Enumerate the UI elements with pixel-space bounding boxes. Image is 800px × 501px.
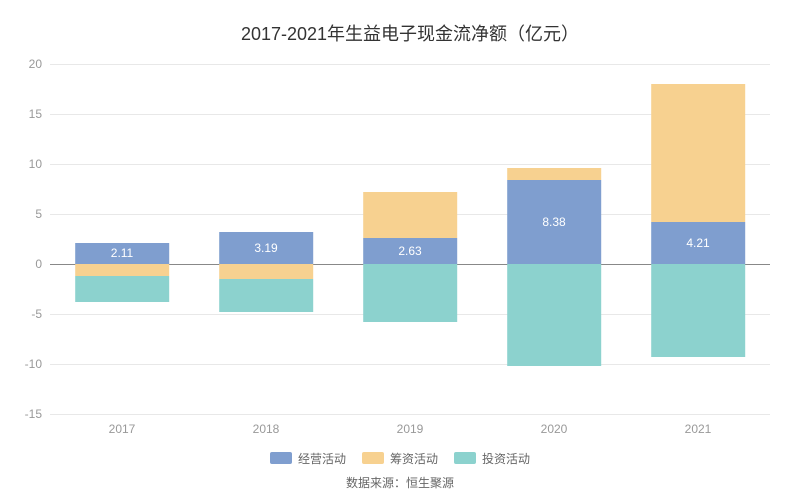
bar-segment-投资活动 xyxy=(75,276,169,302)
y-tick-label: 20 xyxy=(29,57,42,71)
y-tick-label: 15 xyxy=(29,107,42,121)
bar-value-label: 2.63 xyxy=(398,244,421,258)
bar-segment-经营活动: 3.19 xyxy=(219,232,313,264)
y-tick-label: 5 xyxy=(35,207,42,221)
bar-group: 8.38 xyxy=(507,64,601,414)
legend-swatch xyxy=(270,452,292,464)
y-tick-label: 0 xyxy=(35,257,42,271)
bar-segment-投资活动 xyxy=(507,264,601,366)
bar-segment-筹资活动 xyxy=(363,192,457,238)
bar-segment-筹资活动 xyxy=(219,264,313,279)
x-tick-label: 2018 xyxy=(253,422,280,436)
bar-segment-经营活动: 4.21 xyxy=(651,222,745,264)
legend-item: 投资活动 xyxy=(454,450,530,467)
legend-label: 经营活动 xyxy=(298,450,346,467)
bar-segment-经营活动: 2.63 xyxy=(363,238,457,264)
bar-value-label: 3.19 xyxy=(254,241,277,255)
chart-container: 2017-2021年生益电子现金流净额（亿元） -15-10-505101520… xyxy=(0,0,800,501)
y-tick-label: 10 xyxy=(29,157,42,171)
gridline xyxy=(50,414,770,415)
x-tick-label: 2020 xyxy=(541,422,568,436)
bar-group: 2.63 xyxy=(363,64,457,414)
bar-segment-投资活动 xyxy=(219,279,313,312)
chart-title: 2017-2021年生益电子现金流净额（亿元） xyxy=(50,20,770,46)
bar-value-label: 2.11 xyxy=(111,246,133,260)
legend-label: 筹资活动 xyxy=(390,450,438,467)
bar-value-label: 8.38 xyxy=(542,215,565,229)
legend-swatch xyxy=(362,452,384,464)
bar-segment-筹资活动 xyxy=(75,264,169,276)
bar-segment-投资活动 xyxy=(651,264,745,357)
x-tick-label: 2019 xyxy=(397,422,424,436)
legend-item: 筹资活动 xyxy=(362,450,438,467)
bar-segment-投资活动 xyxy=(363,264,457,322)
bar-segment-筹资活动 xyxy=(651,84,745,222)
legend-label: 投资活动 xyxy=(482,450,530,467)
bar-segment-筹资活动 xyxy=(507,168,601,180)
bar-group: 2.11 xyxy=(75,64,169,414)
legend-swatch xyxy=(454,452,476,464)
bar-segment-经营活动: 2.11 xyxy=(75,243,169,264)
bar-segment-经营活动: 8.38 xyxy=(507,180,601,264)
bar-group: 3.19 xyxy=(219,64,313,414)
y-tick-label: -10 xyxy=(25,357,42,371)
bar-value-label: 4.21 xyxy=(686,236,709,250)
legend: 经营活动 筹资活动 投资活动 xyxy=(0,450,800,470)
x-tick-label: 2021 xyxy=(685,422,712,436)
data-source: 数据来源：恒生聚源 xyxy=(0,474,800,491)
legend-item: 经营活动 xyxy=(270,450,346,467)
y-tick-label: -15 xyxy=(25,407,42,421)
x-tick-label: 2017 xyxy=(109,422,136,436)
bar-group: 4.21 xyxy=(651,64,745,414)
y-tick-label: -5 xyxy=(31,307,42,321)
plot-area: -15-10-50510152020172.1120183.1920192.63… xyxy=(50,64,770,414)
